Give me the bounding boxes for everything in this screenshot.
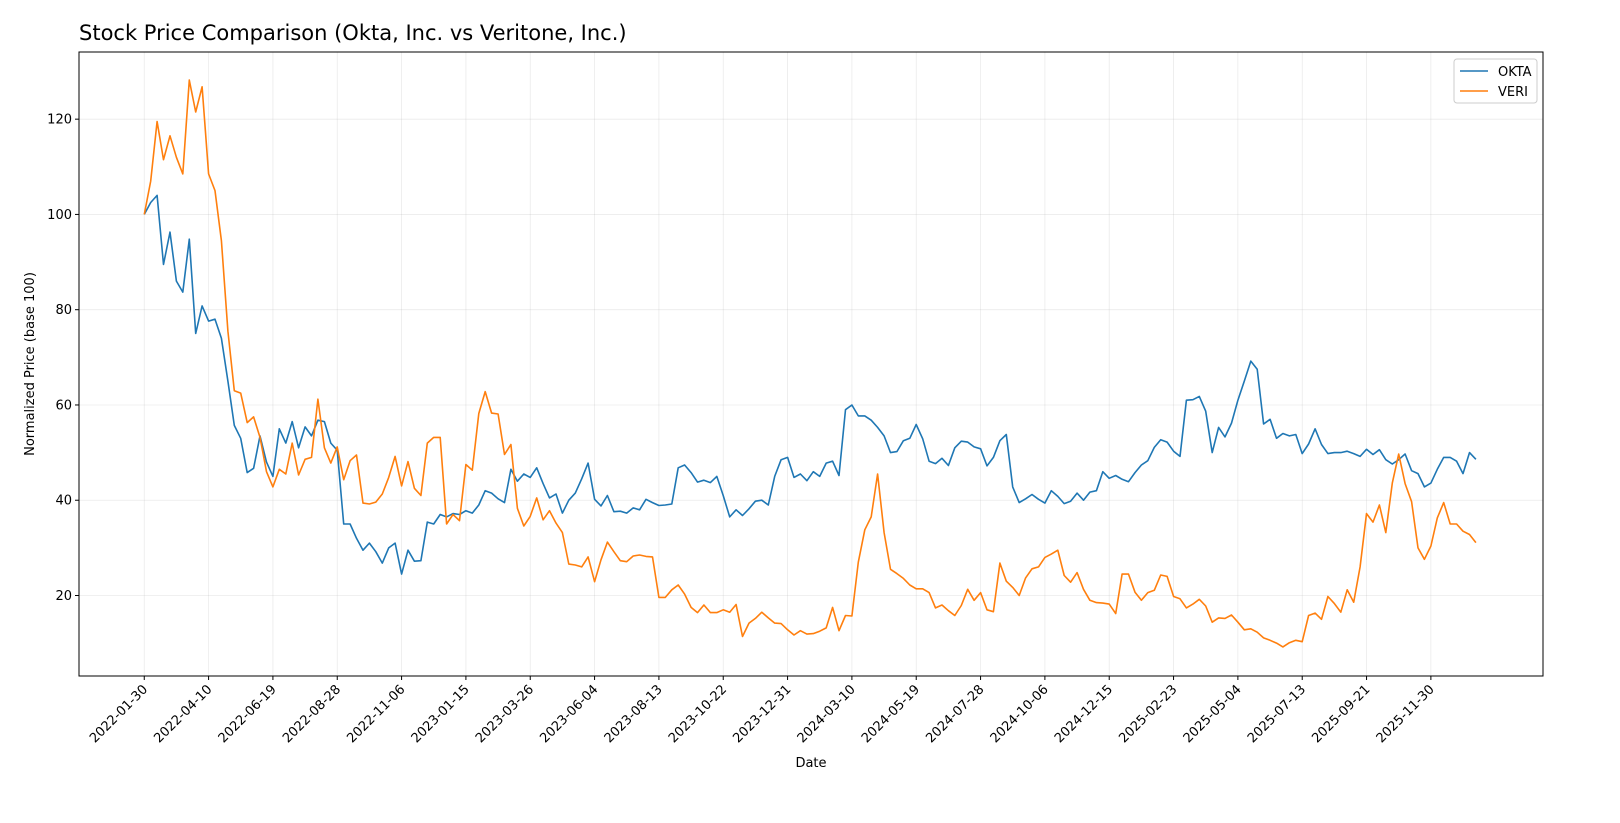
chart-title: Stock Price Comparison (Okta, Inc. vs Ve… bbox=[79, 21, 627, 45]
x-tick-label: 2024-10-06 bbox=[988, 682, 1052, 746]
y-axis-ticks: 20 40 60 80 100 120 bbox=[47, 113, 79, 604]
y-tick-label: 20 bbox=[55, 589, 72, 604]
legend-label-okta: OKTA bbox=[1498, 65, 1532, 80]
x-tick-label: 2023-01-15 bbox=[409, 682, 473, 746]
x-axis-ticks: 2022-01-30 2022-04-10 2022-06-19 2022-08-28… bbox=[87, 676, 1438, 746]
y-tick-label: 40 bbox=[55, 494, 72, 509]
x-tick-label: 2024-03-10 bbox=[795, 682, 859, 746]
x-tick-label: 2022-06-19 bbox=[216, 682, 280, 746]
grid bbox=[79, 52, 1543, 676]
plot-frame bbox=[78, 51, 1544, 677]
y-tick-label: 80 bbox=[55, 303, 72, 318]
x-tick-label: 2025-02-23 bbox=[1116, 682, 1180, 746]
y-tick-label: 60 bbox=[55, 398, 72, 413]
y-tick-label: 100 bbox=[47, 208, 72, 223]
x-tick-label: 2025-11-30 bbox=[1374, 682, 1438, 746]
x-tick-label: 2023-12-31 bbox=[730, 682, 794, 746]
x-tick-label: 2022-11-06 bbox=[344, 682, 408, 746]
x-tick-label: 2023-06-04 bbox=[537, 682, 601, 746]
x-tick-label: 2022-04-10 bbox=[151, 682, 215, 746]
legend-box bbox=[1453, 58, 1538, 104]
x-tick-label: 2025-05-04 bbox=[1181, 682, 1245, 746]
x-tick-label: 2023-08-13 bbox=[602, 682, 666, 746]
y-axis-label: Normalized Price (base 100) bbox=[23, 272, 38, 456]
x-tick-label: 2025-09-21 bbox=[1309, 682, 1373, 746]
series-line-okta bbox=[143, 194, 1477, 575]
x-axis-label: Date bbox=[795, 756, 826, 771]
x-tick-label: 2024-12-15 bbox=[1052, 682, 1116, 746]
series-lines bbox=[143, 79, 1477, 648]
x-tick-label: 2024-05-19 bbox=[859, 682, 923, 746]
legend-label-veri: VERI bbox=[1498, 85, 1528, 100]
x-tick-label: 2022-08-28 bbox=[280, 682, 344, 746]
legend: OKTA VERI bbox=[1453, 58, 1538, 104]
x-tick-label: 2025-07-13 bbox=[1245, 682, 1309, 746]
x-tick-label: 2023-03-26 bbox=[473, 682, 537, 746]
y-tick-label: 120 bbox=[47, 113, 72, 128]
x-tick-label: 2024-07-28 bbox=[923, 682, 987, 746]
x-tick-label: 2022-01-30 bbox=[87, 682, 151, 746]
series-line-veri bbox=[143, 79, 1477, 648]
x-tick-label: 2023-10-22 bbox=[666, 682, 730, 746]
